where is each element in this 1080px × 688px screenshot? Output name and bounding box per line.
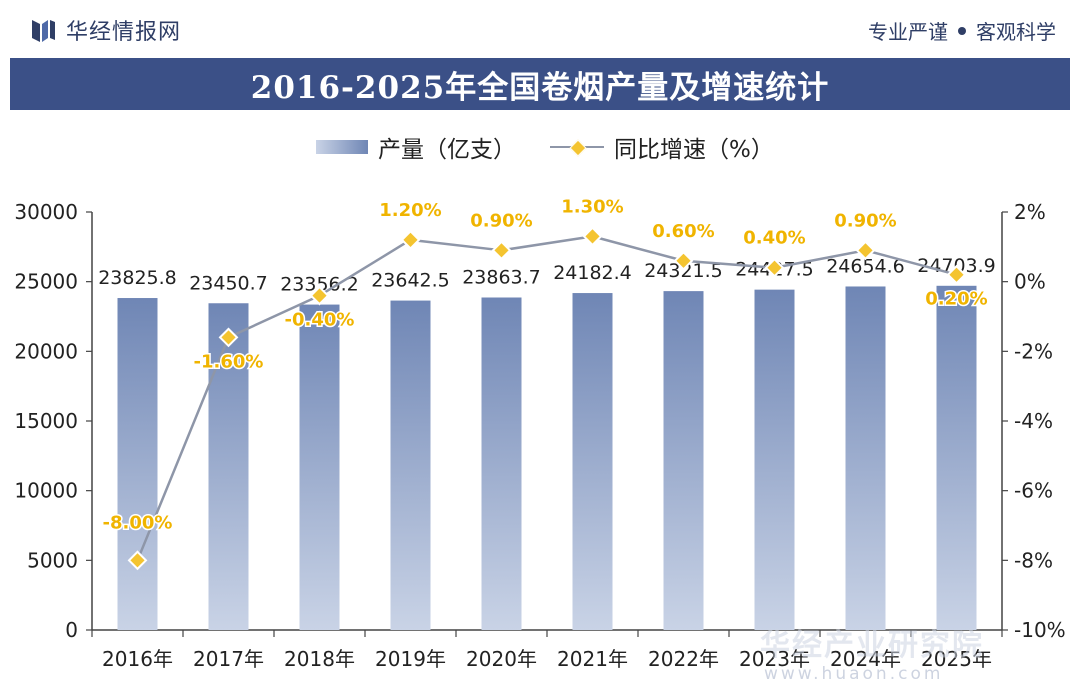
y-left-tick-label: 30000 [14, 200, 78, 224]
growth-marker [127, 550, 148, 571]
chart-legend: 产量（亿支） 同比增速（%） [316, 130, 774, 164]
growth-marker [400, 229, 421, 250]
legend-line-swatch-icon [550, 139, 604, 157]
header-bar: 华经情报网 专业严谨 客观科学 [0, 0, 1080, 58]
brand-logo-icon [32, 20, 55, 42]
growth-line [136, 235, 957, 561]
slogan-left: 专业严谨 [868, 20, 948, 44]
y-right-tick-label: 0% [1014, 270, 1046, 294]
bar-value-label: 23356.2 [280, 274, 359, 296]
x-tick-label: 2024年 [830, 647, 901, 671]
bar-value-label: 23642.5 [371, 270, 450, 292]
growth-value-label: 0.90% [834, 210, 896, 231]
growth-value-label: 0.90% [470, 210, 532, 231]
growth-marker [946, 264, 967, 285]
y-left-tick-label: 10000 [14, 479, 78, 503]
growth-marker [582, 226, 603, 247]
bar [481, 297, 522, 630]
x-tick-label: 2018年 [284, 647, 355, 671]
bar-value-label: 23863.7 [462, 266, 541, 288]
bar [663, 291, 704, 630]
y-right-tick-label: -10% [1014, 618, 1066, 642]
slogan-dot-icon [958, 26, 966, 35]
growth-marker [673, 250, 694, 271]
title-bar: 2016-2025年全国卷烟产量及增速统计 [10, 58, 1070, 110]
bar-value-label: 24654.6 [826, 255, 905, 277]
x-tick-label: 2017年 [193, 647, 264, 671]
x-tick-label: 2022年 [648, 647, 719, 671]
legend-bar-label: 产量（亿支） [378, 137, 516, 163]
bar-value-label: 23450.7 [189, 272, 268, 294]
y-right-tick-label: 2% [1014, 200, 1046, 224]
y-left-tick-label: 20000 [14, 339, 78, 363]
slogan-right: 客观科学 [976, 20, 1056, 44]
bar-value-label: 24321.5 [644, 260, 723, 282]
x-tick-label: 2023年 [739, 647, 810, 671]
brand-name: 华经情报网 [66, 20, 182, 45]
bar [117, 298, 158, 630]
bar [208, 303, 249, 630]
brand: 华经情报网 [30, 14, 181, 46]
x-tick-label: 2016年 [102, 647, 173, 671]
legend-line-label: 同比增速（%） [614, 137, 774, 163]
y-left-tick-label: 5000 [27, 548, 78, 572]
y-right-tick-label: -8% [1014, 548, 1053, 572]
legend-item-line: 同比增速（%） [550, 130, 774, 164]
growth-marker [309, 285, 330, 306]
bar-value-label: 24182.4 [553, 262, 632, 284]
watermark-url: www.huaon.com [764, 664, 944, 684]
bar [299, 304, 340, 630]
x-tick-label: 2021年 [557, 647, 628, 671]
y-left-tick-label: 25000 [14, 270, 78, 294]
growth-value-label: -1.60% [194, 351, 264, 372]
growth-marker [764, 257, 785, 278]
growth-value-label: 0.20% [925, 289, 987, 310]
growth-value-label: 1.30% [561, 196, 623, 217]
slogan: 专业严谨 客观科学 [868, 16, 1056, 45]
bar [754, 289, 795, 630]
x-tick-label: 2025年 [921, 647, 992, 671]
x-tick-label: 2020年 [466, 647, 537, 671]
bar [936, 285, 977, 630]
growth-marker [855, 240, 876, 261]
legend-bar-swatch-icon [316, 140, 368, 154]
bar-value-label: 23825.8 [98, 267, 177, 289]
growth-value-label: -0.40% [285, 310, 355, 331]
y-right-tick-label: -4% [1014, 409, 1053, 433]
growth-value-label: 1.20% [379, 200, 441, 221]
y-left-tick-label: 15000 [14, 409, 78, 433]
y-left-tick-label: 0 [65, 618, 78, 642]
bar [572, 293, 613, 630]
growth-value-label: 0.40% [743, 228, 805, 249]
watermark-text: 华经产业研究院 [760, 628, 984, 663]
bar [390, 300, 431, 630]
growth-marker [218, 327, 239, 348]
x-tick-label: 2019年 [375, 647, 446, 671]
growth-value-label: -8.00% [103, 512, 173, 533]
legend-item-bar: 产量（亿支） [316, 130, 516, 164]
y-right-tick-label: -2% [1014, 339, 1053, 363]
growth-marker [491, 240, 512, 261]
y-right-tick-label: -6% [1014, 479, 1053, 503]
bar [845, 286, 886, 630]
growth-value-label: 0.60% [652, 221, 714, 242]
chart-title: 2016-2025年全国卷烟产量及增速统计 [250, 69, 830, 106]
